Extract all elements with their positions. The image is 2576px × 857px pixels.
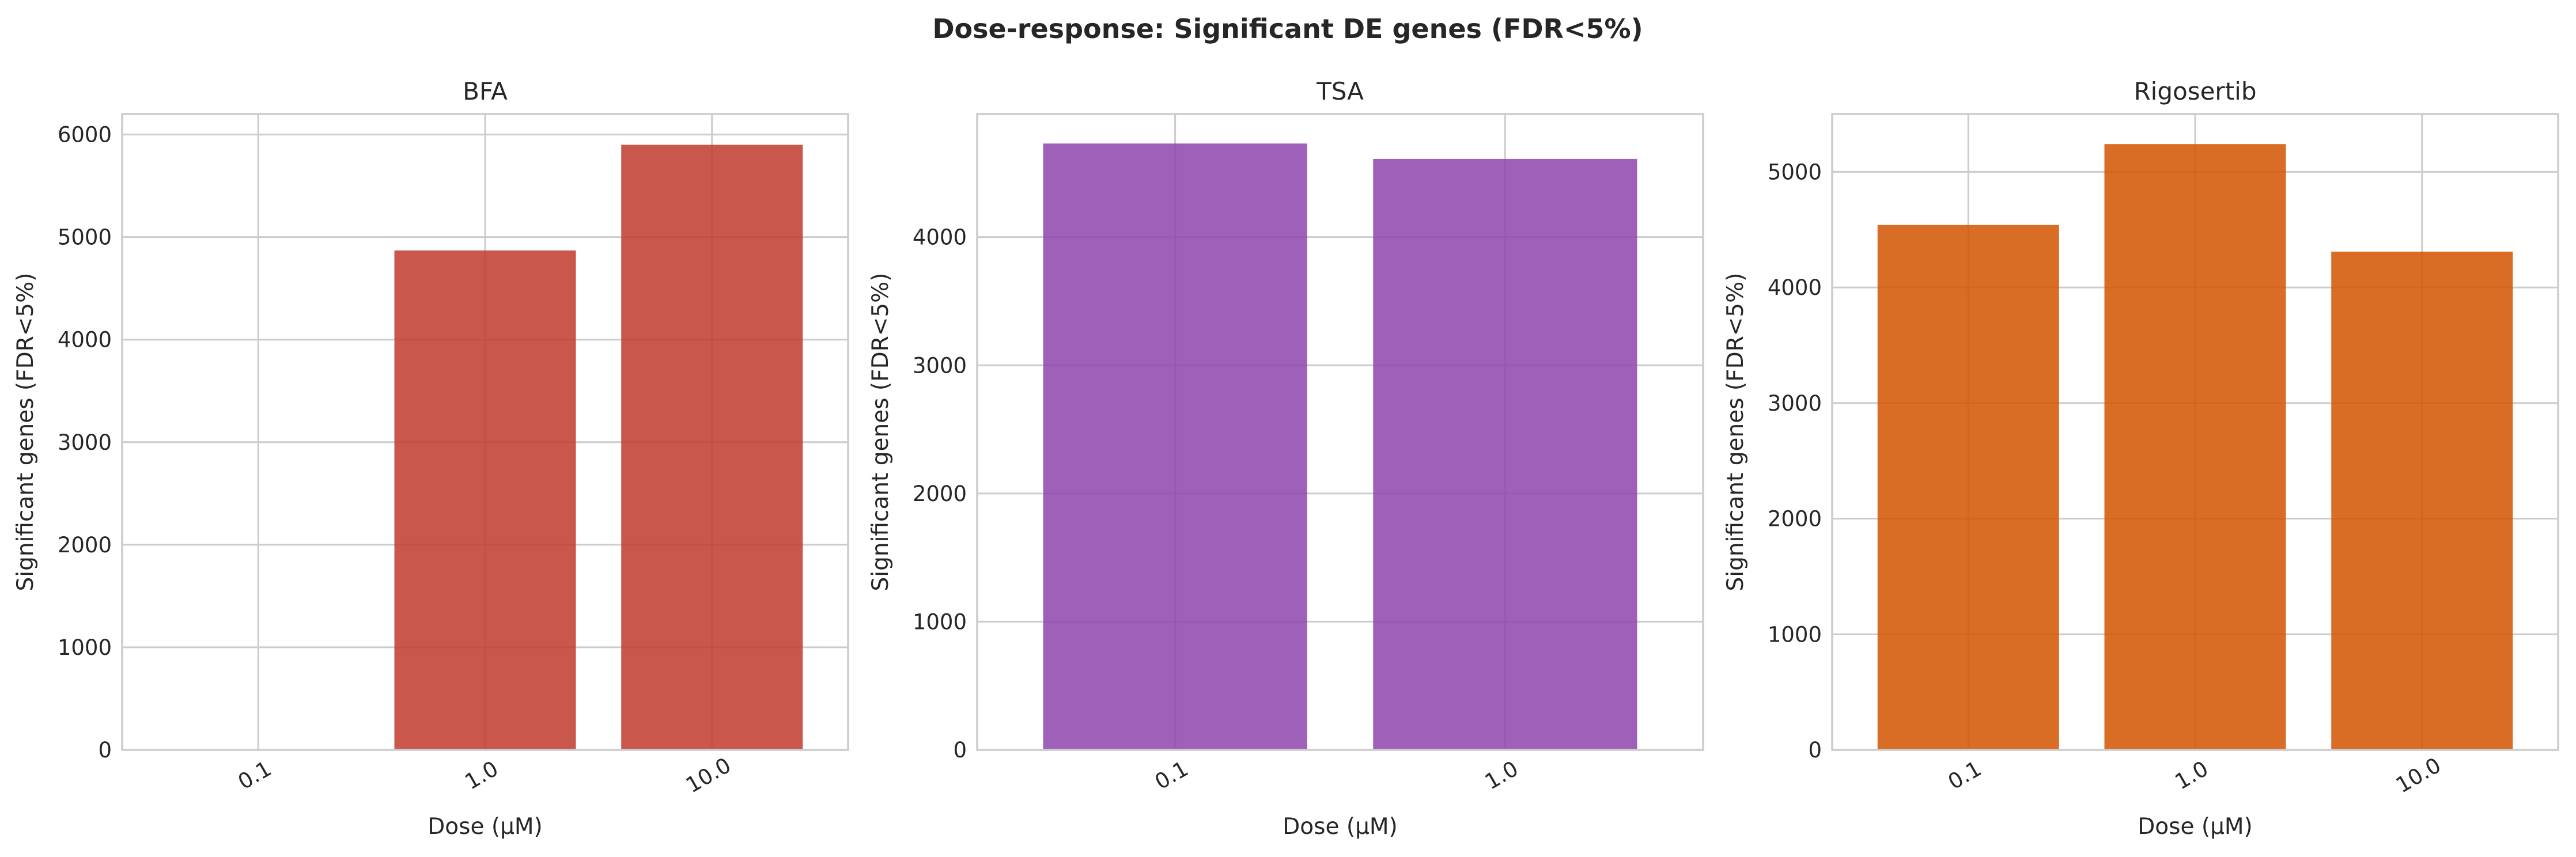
- y-tick-label: 2000: [913, 481, 967, 506]
- x-tick-label: 1.0: [1481, 756, 1522, 795]
- y-tick-label: 0: [1808, 738, 1822, 763]
- y-tick-label: 0: [98, 738, 112, 763]
- x-tick-label: 1.0: [2171, 756, 2212, 795]
- y-tick-label: 4000: [913, 225, 967, 250]
- y-tick-label: 1000: [58, 635, 112, 660]
- y-tick-label: 2000: [58, 533, 112, 558]
- y-tick-label: 3000: [913, 353, 967, 378]
- x-tick-label: 10.0: [2392, 753, 2445, 798]
- y-tick-label: 0: [953, 738, 967, 763]
- bar: [1877, 225, 2059, 750]
- y-tick-label: 1000: [913, 609, 967, 634]
- y-tick-label: 5000: [58, 225, 112, 250]
- bar: [2104, 144, 2286, 750]
- axes-frame: [1831, 113, 2559, 751]
- y-tick-label: 1000: [1768, 622, 1822, 647]
- y-axis-label: Significant genes (FDR<5%): [1723, 273, 1749, 591]
- chart-panel-0: 0 1000 2000 3000 4000 5000 6000 0.1 1.0 10.0 BFA Do…: [13, 77, 849, 840]
- y-axis-label: Significant genes (FDR<5%): [868, 273, 894, 591]
- panel-title: Rigosertib: [2134, 77, 2257, 105]
- x-tick-label: 0.1: [1944, 756, 1985, 795]
- axes-frame: [976, 113, 1704, 751]
- x-tick-label: 0.1: [1151, 756, 1192, 795]
- y-tick-label: 6000: [58, 123, 112, 147]
- chart-panel-1: 0 1000 2000 3000 4000 0.1 1.0 TSA Dose (μM) Signi…: [868, 77, 1704, 840]
- y-tick-label: 2000: [1768, 507, 1822, 532]
- bar: [394, 250, 576, 750]
- x-tick-label: 1.0: [461, 756, 502, 795]
- bar: [1373, 158, 1637, 750]
- x-tick-label: 0.1: [234, 756, 275, 795]
- y-tick-label: 4000: [58, 328, 112, 352]
- x-tick-label: 10.0: [682, 753, 735, 798]
- bar: [621, 145, 803, 750]
- figure-title: Dose-response: Significant DE genes (FDR…: [932, 13, 1643, 44]
- chart-panel-2: 0 1000 2000 3000 4000 5000 0.1 1.0 10.0 Rigoserti…: [1723, 77, 2559, 840]
- bar: [1043, 143, 1307, 750]
- axes-frame: [121, 113, 849, 751]
- y-tick-label: 4000: [1768, 275, 1822, 300]
- panel-title: TSA: [1316, 77, 1364, 105]
- panel-title: BFA: [463, 77, 508, 105]
- y-tick-label: 3000: [1768, 391, 1822, 416]
- y-axis-label: Significant genes (FDR<5%): [13, 273, 39, 591]
- x-axis-label: Dose (μM): [1283, 814, 1398, 840]
- y-tick-label: 5000: [1768, 160, 1822, 184]
- y-tick-label: 3000: [58, 430, 112, 455]
- x-axis-label: Dose (μM): [2138, 814, 2253, 840]
- bar: [2331, 251, 2513, 750]
- x-axis-label: Dose (μM): [428, 814, 543, 840]
